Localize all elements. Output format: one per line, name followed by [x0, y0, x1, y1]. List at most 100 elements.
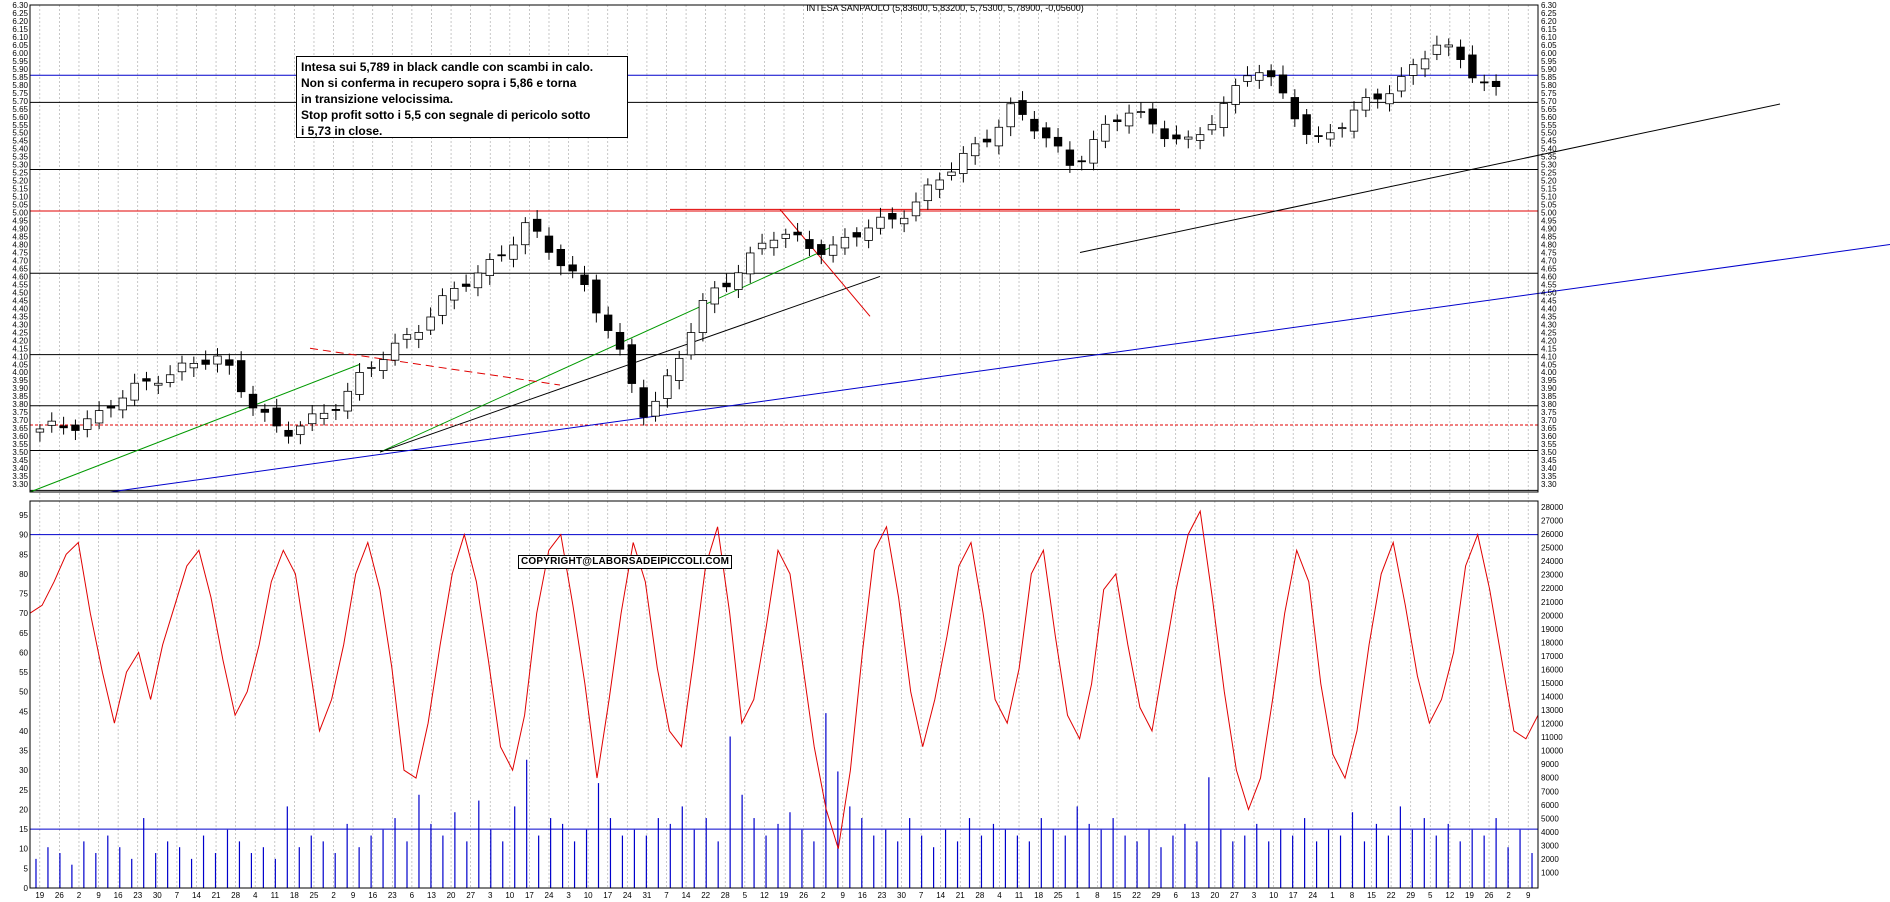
osc-panel-frame [29, 500, 1539, 889]
candle-body [509, 244, 518, 260]
date-tick-label: 22 [701, 891, 710, 900]
candle-body [1243, 75, 1252, 82]
candle-body [935, 179, 944, 190]
price-tick-label-right: 5.50 [1541, 129, 1557, 138]
candle-body [627, 344, 637, 384]
price-tick-label-left: 3.50 [12, 448, 28, 457]
date-tick-label: 29 [1406, 891, 1415, 900]
date-tick-label: 9 [841, 891, 846, 900]
volume-tick-label: 23000 [1541, 571, 1564, 580]
price-tick-label-right: 3.30 [1541, 480, 1557, 489]
date-tick-label: 26 [799, 891, 808, 900]
price-tick-label-right: 6.20 [1541, 17, 1557, 26]
price-tick-label-right: 4.80 [1541, 241, 1557, 250]
oscillator-line [29, 509, 1539, 849]
price-tick-label-left: 5.35 [12, 153, 28, 162]
date-tick-label: 26 [55, 891, 64, 900]
candle-body [757, 242, 767, 250]
date-tick-label: 17 [525, 891, 534, 900]
date-tick-label: 30 [153, 891, 162, 900]
price-tick-label-right: 5.05 [1541, 201, 1557, 210]
candle-body [994, 126, 1004, 147]
price-tick-label-right: 3.65 [1541, 424, 1557, 433]
candle-body [746, 252, 755, 275]
date-tick-label: 16 [858, 891, 867, 900]
candle-body [1053, 136, 1063, 147]
price-tick-label-left: 3.65 [12, 424, 28, 433]
candle-body [817, 244, 826, 255]
price-tick-label-right: 5.75 [1541, 89, 1557, 98]
candle-body [1255, 72, 1264, 81]
candle-body [1042, 127, 1051, 139]
price-tick-label-left: 6.05 [12, 41, 28, 50]
candle-body [142, 378, 151, 382]
price-tick-label-right: 5.90 [1541, 65, 1557, 74]
price-tick-label-left: 4.85 [12, 233, 28, 242]
price-tick-label-left: 6.15 [12, 25, 28, 34]
candle-body [308, 413, 317, 425]
price-tick-label-right: 3.90 [1541, 384, 1557, 393]
candle-body [1018, 100, 1027, 115]
osc-tick-label: 75 [19, 590, 28, 599]
date-tick-label: 16 [368, 891, 377, 900]
date-tick-label: 8 [1095, 891, 1100, 900]
date-tick-label: 27 [1230, 891, 1239, 900]
price-tick-label-left: 4.70 [12, 256, 28, 265]
volume-tick-label: 14000 [1541, 693, 1564, 702]
date-tick-label: 27 [466, 891, 475, 900]
date-tick-label: 29 [1152, 891, 1161, 900]
candle-body [828, 244, 838, 256]
candle-body [426, 316, 435, 331]
candle-body [1278, 74, 1288, 94]
volume-tick-label: 16000 [1541, 665, 1564, 674]
price-tick-label-right: 4.90 [1541, 225, 1557, 234]
price-tick-label-left: 3.55 [12, 440, 28, 449]
date-tick-label: 18 [290, 891, 299, 900]
candle-body [154, 382, 163, 386]
date-tick-label: 1 [1076, 891, 1081, 900]
osc-tick-label: 40 [19, 727, 28, 736]
price-tick-label-left: 5.25 [12, 169, 28, 178]
date-tick-label: 25 [1054, 891, 1063, 900]
date-tick-label: 19 [35, 891, 44, 900]
price-tick-label-left: 3.90 [12, 384, 28, 393]
candle-body [438, 295, 447, 316]
candle-body [947, 171, 956, 176]
date-tick-label: 3 [566, 891, 571, 900]
volume-tick-label: 19000 [1541, 625, 1564, 634]
candle-body [1349, 109, 1359, 132]
candle-body [769, 239, 779, 249]
candle-body [568, 264, 577, 272]
price-tick-label-left: 4.30 [12, 320, 28, 329]
date-tick-label: 20 [447, 891, 456, 900]
price-tick-label-right: 3.45 [1541, 456, 1557, 465]
date-tick-label: 26 [1485, 891, 1494, 900]
price-tick-label-right: 4.05 [1541, 360, 1557, 369]
price-tick-label-left: 5.30 [12, 161, 28, 170]
price-tick-label-left: 5.80 [12, 81, 28, 90]
price-tick-label-right: 3.85 [1541, 392, 1557, 401]
candle-body [94, 410, 104, 424]
date-tick-label: 22 [1132, 891, 1141, 900]
candle-body [59, 425, 68, 429]
candle-body [296, 425, 305, 436]
candle-body [532, 218, 542, 232]
price-tick-label-right: 4.65 [1541, 264, 1557, 273]
candle-body [544, 235, 554, 253]
date-tick-label: 16 [114, 891, 123, 900]
note-line-2: Non si conferma in recupero sopra i 5,86… [301, 76, 577, 90]
date-tick-label: 9 [1526, 891, 1531, 900]
date-tick-label: 14 [682, 891, 691, 900]
volume-tick-label: 21000 [1541, 598, 1564, 607]
date-tick-label: 24 [623, 891, 632, 900]
candle-body [165, 374, 175, 383]
candle-body [1065, 149, 1075, 166]
candle-body [390, 342, 400, 361]
price-tick-label-right: 4.95 [1541, 217, 1557, 226]
candle-body [1160, 128, 1169, 140]
price-tick-label-right: 4.55 [1541, 280, 1557, 289]
candle-body [710, 287, 719, 305]
date-tick-label: 5 [1428, 891, 1433, 900]
date-tick-label: 7 [664, 891, 669, 900]
price-tick-label-left: 3.70 [12, 416, 28, 425]
